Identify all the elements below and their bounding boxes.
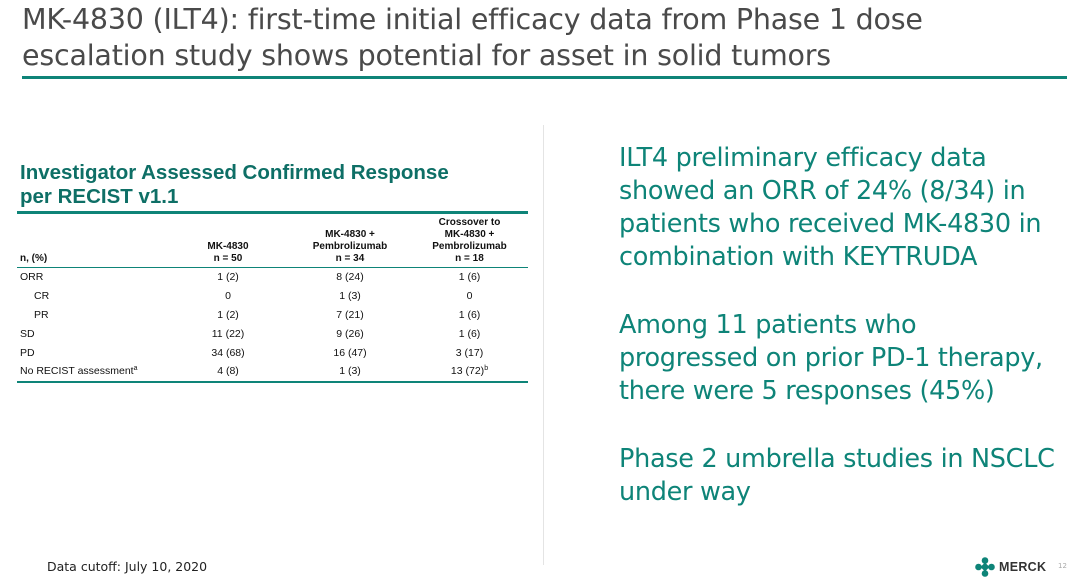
table-heading-line-2: per RECIST v1.1	[20, 185, 179, 208]
table-row: No RECIST assessmenta 4 (8) 1 (3) 13 (72)b	[17, 362, 528, 381]
cell-value: 16 (47)	[333, 346, 367, 359]
row-label: SD	[17, 324, 167, 343]
cell-value: 1 (2)	[217, 308, 239, 321]
cell-value: 9 (26)	[336, 327, 364, 340]
table-cell: 1 (6)	[411, 324, 528, 343]
table-heading-line-1: Investigator Assessed Confirmed Response	[20, 161, 449, 184]
slide-title-line-2: escalation study shows potential for ass…	[22, 39, 831, 72]
column-header: n, (%)	[17, 214, 167, 267]
column-header-line: n = 18	[455, 253, 484, 264]
table-row: ORR 1 (2) 8 (24) 1 (6)	[17, 268, 528, 287]
finding-pd1-progressed: Among 11 patients who progressed on prio…	[619, 310, 1043, 406]
table-cell: 16 (47)	[289, 343, 411, 362]
table-header-row: n, (%) MK-4830 n = 50 MK-4830 + Pembrolizuma…	[17, 214, 528, 267]
row-label-text: CR	[34, 290, 50, 303]
data-cutoff-note: Data cutoff: July 10, 2020	[47, 559, 208, 574]
table-cell: 1 (6)	[411, 268, 528, 287]
cell-value: 3 (17)	[455, 346, 484, 359]
cell-value: 8 (24)	[336, 271, 364, 284]
column-header: MK-4830 + Pembrolizumab n = 34	[289, 214, 411, 267]
merck-logo-icon	[975, 557, 995, 577]
table-cell: 34 (68)	[167, 343, 289, 362]
finding-phase2: Phase 2 umbrella studies in NSCLC under …	[619, 444, 1055, 507]
column-header-line: n, (%)	[20, 253, 48, 264]
cell-value: 1 (3)	[339, 290, 361, 303]
cell-value: 34 (68)	[211, 346, 245, 359]
table-cell: 9 (26)	[289, 324, 411, 343]
column-header-line: n = 34	[335, 253, 365, 264]
row-label: PD	[17, 343, 167, 362]
page-number: 12	[1058, 562, 1067, 570]
cell-value: 13 (72)	[450, 365, 485, 378]
table-cell: 3 (17)	[411, 343, 528, 362]
merck-logo: MERCK	[975, 556, 1046, 578]
table-cell: 1 (6)	[411, 306, 528, 325]
table-row: CR 0 1 (3) 0	[17, 287, 528, 306]
table-cell: 0	[167, 287, 289, 306]
column-header-line: Pembrolizumab	[312, 241, 388, 252]
footnote-marker: b	[484, 365, 489, 373]
table-cell: 1 (2)	[167, 306, 289, 325]
merck-logo-text: MERCK	[999, 560, 1047, 574]
response-table-container: n, (%) MK-4830 n = 50 MK-4830 + Pembrolizuma…	[17, 211, 528, 383]
table-cell: 0	[411, 287, 528, 306]
table-cell: 1 (2)	[167, 268, 289, 287]
column-header-line: MK-4830 +	[444, 229, 495, 240]
response-table-body: ORR 1 (2) 8 (24) 1 (6) CR 0 1 (3) 0 PR 1 (2) 7 (21…	[17, 268, 528, 381]
cell-value: 1 (3)	[339, 365, 361, 378]
cell-value: 0	[225, 290, 231, 303]
slide-title: MK-4830 (ILT4): first-time initial effic…	[22, 2, 1022, 74]
table-row: PD 34 (68) 16 (47) 3 (17)	[17, 343, 528, 362]
title-underline	[22, 76, 1067, 79]
row-label: ORR	[17, 268, 167, 287]
table-cell: 4 (8)	[167, 362, 289, 381]
cell-value: 1 (6)	[458, 308, 481, 321]
cell-value: 1 (6)	[458, 271, 481, 284]
table-bottom-rule	[17, 380, 528, 383]
key-findings: ILT4 preliminary efficacy data showed an…	[619, 142, 1059, 509]
row-label-text: No RECIST assessment	[20, 365, 134, 378]
column-divider	[543, 125, 544, 565]
column-header-line: n = 50	[213, 253, 243, 264]
column-header-line: Pembrolizumab	[432, 241, 507, 252]
table-cell: 8 (24)	[289, 268, 411, 287]
column-header-line: MK-4830 +	[325, 229, 375, 240]
table-cell: 1 (3)	[289, 362, 411, 381]
table-heading: Investigator Assessed Confirmed Response…	[20, 161, 520, 209]
row-label: CR	[17, 287, 167, 306]
cell-value: 11 (22)	[211, 327, 245, 340]
footnote-marker: a	[133, 365, 138, 373]
row-label-text: PR	[34, 308, 49, 321]
table-cell: 7 (21)	[289, 306, 411, 325]
row-label: No RECIST assessmenta	[17, 362, 167, 381]
column-header-line: MK-4830	[207, 241, 249, 252]
table-header-rule	[17, 267, 528, 268]
cell-value: 0	[466, 290, 473, 303]
finding-orr: ILT4 preliminary efficacy data showed an…	[619, 143, 1042, 272]
slide-title-line-1: MK-4830 (ILT4): first-time initial effic…	[22, 3, 923, 36]
column-header: Crossover to MK-4830 + Pembrolizumab n = 18	[411, 214, 528, 267]
table-cell: 1 (3)	[289, 287, 411, 306]
table-top-rule	[17, 211, 528, 214]
row-label-text: ORR	[20, 271, 44, 284]
row-label: PR	[17, 306, 167, 325]
row-label-text: SD	[20, 327, 35, 340]
cell-value: 1 (6)	[458, 327, 481, 340]
table-cell: 11 (22)	[167, 324, 289, 343]
cell-value: 1 (2)	[217, 271, 239, 284]
table-row: SD 11 (22) 9 (26) 1 (6)	[17, 324, 528, 343]
cell-value: 4 (8)	[217, 365, 239, 378]
response-table: n, (%) MK-4830 n = 50 MK-4830 + Pembrolizuma…	[17, 214, 528, 267]
table-cell: 13 (72)b	[411, 362, 528, 381]
cell-value: 7 (21)	[336, 308, 364, 321]
row-label-text: PD	[20, 346, 35, 359]
table-row: PR 1 (2) 7 (21) 1 (6)	[17, 306, 528, 325]
column-header: MK-4830 n = 50	[167, 214, 289, 267]
column-header-line: Crossover to	[438, 217, 501, 228]
